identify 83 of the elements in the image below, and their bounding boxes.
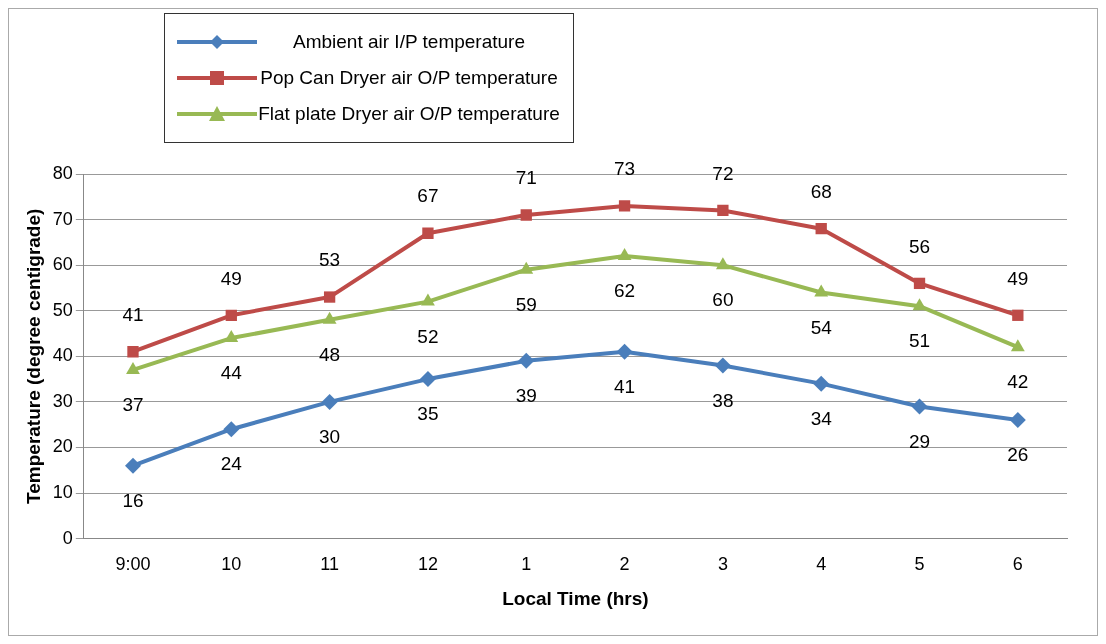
point xyxy=(617,248,632,261)
data-label: 68 xyxy=(810,180,832,202)
y-tick-label: 80 xyxy=(52,162,73,183)
point xyxy=(1012,309,1024,321)
data-label: 59 xyxy=(515,293,537,315)
data-label: 34 xyxy=(810,407,833,429)
legend-label: Flat plate Dryer air O/P temperature xyxy=(257,103,561,125)
data-label: 30 xyxy=(319,426,341,448)
point xyxy=(715,257,730,270)
data-label: 54 xyxy=(810,316,833,338)
x-tick-label: 5 xyxy=(914,554,925,575)
y-tick-label: 20 xyxy=(52,436,73,457)
data-label: 71 xyxy=(515,167,537,189)
data-label: 60 xyxy=(712,289,734,311)
point xyxy=(519,261,534,274)
x-tick-label: 1 xyxy=(521,554,532,575)
data-label: 52 xyxy=(417,325,439,347)
data-label: 49 xyxy=(1007,267,1029,289)
x-tick-label: 3 xyxy=(717,554,728,575)
point xyxy=(1010,339,1025,352)
point xyxy=(520,209,532,221)
data-label: 41 xyxy=(614,375,636,397)
point xyxy=(124,457,141,474)
data-label: 41 xyxy=(122,303,144,325)
y-tick-label: 60 xyxy=(52,254,73,275)
data-label: 16 xyxy=(122,489,144,511)
point xyxy=(223,421,240,438)
data-label: 37 xyxy=(122,394,144,416)
point xyxy=(419,371,436,388)
data-label: 49 xyxy=(220,267,242,289)
y-tick-label: 40 xyxy=(52,345,73,366)
data-label: 29 xyxy=(908,430,931,452)
x-tick-label: 12 xyxy=(417,554,438,575)
point xyxy=(323,291,336,303)
x-tick-label: 9:00 xyxy=(115,554,151,575)
point xyxy=(911,398,928,415)
data-label: 67 xyxy=(417,185,439,207)
legend-label: Pop Can Dryer air O/P temperature xyxy=(259,67,559,89)
x-tick-label: 11 xyxy=(320,554,339,575)
data-label: 24 xyxy=(220,453,243,475)
y-axis-title: Temperature (degree centigrade) xyxy=(22,208,44,504)
data-label: 42 xyxy=(1007,371,1029,393)
point xyxy=(321,393,338,410)
point xyxy=(815,223,827,235)
data-label: 26 xyxy=(1007,444,1029,466)
y-tick-label: 30 xyxy=(52,390,73,411)
data-label: 39 xyxy=(515,385,537,407)
data-label: 38 xyxy=(712,389,734,411)
point xyxy=(322,311,337,324)
y-tick-label: 10 xyxy=(52,481,73,502)
y-tick-label: 0 xyxy=(62,527,73,548)
point xyxy=(127,346,139,358)
point xyxy=(717,204,729,217)
y-tick-label: 50 xyxy=(52,299,73,320)
data-label: 51 xyxy=(908,330,931,352)
x-tick-label: 4 xyxy=(816,554,827,575)
data-label: 48 xyxy=(319,344,341,366)
point xyxy=(618,200,631,212)
point xyxy=(714,357,731,374)
point xyxy=(912,298,927,311)
point xyxy=(616,343,633,360)
legend-label: Ambient air I/P temperature xyxy=(292,31,526,53)
point xyxy=(1009,412,1026,429)
y-tick-label: 70 xyxy=(52,208,73,229)
point xyxy=(813,375,830,392)
x-tick-label: 10 xyxy=(221,554,242,575)
data-label: 72 xyxy=(712,162,734,184)
point xyxy=(814,284,829,297)
point xyxy=(913,277,926,290)
point xyxy=(225,309,237,321)
data-label: 35 xyxy=(417,403,439,425)
data-label: 56 xyxy=(908,235,931,257)
x-tick-label: 6 xyxy=(1012,554,1023,575)
x-tick-label: 2 xyxy=(619,554,630,575)
data-label: 62 xyxy=(614,280,636,302)
x-axis-title: Local Time (hrs) xyxy=(502,587,649,609)
data-label: 44 xyxy=(220,362,243,384)
data-label: 73 xyxy=(614,158,636,180)
point xyxy=(224,330,239,343)
point xyxy=(518,352,535,369)
data-label: 53 xyxy=(319,249,341,271)
point xyxy=(421,293,435,306)
point xyxy=(422,227,434,239)
